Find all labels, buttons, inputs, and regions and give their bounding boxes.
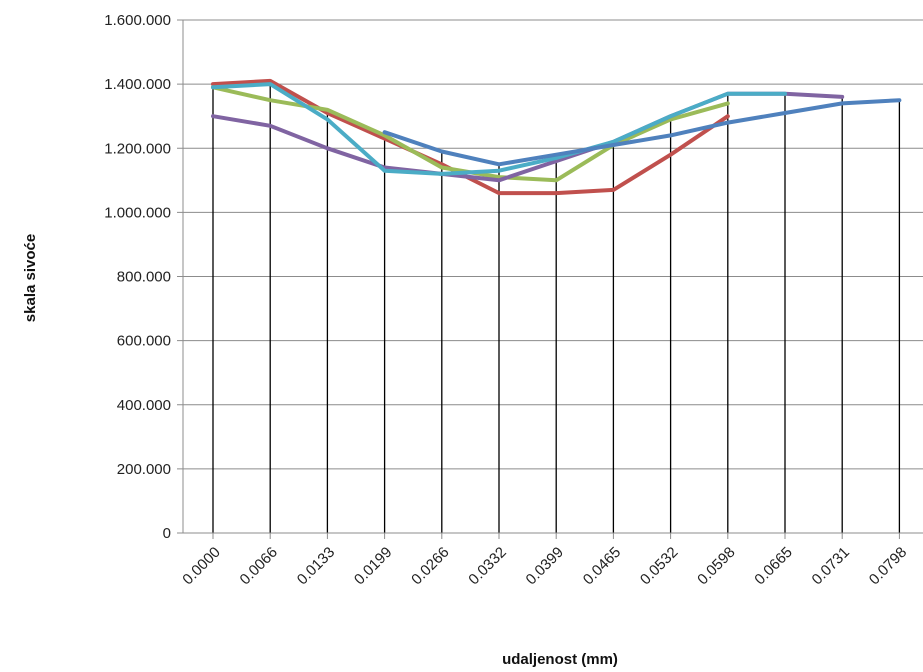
y-tick-label: 0 [163,525,171,542]
x-tick-label: 0.0332 [465,544,509,588]
y-tick-label: 800.000 [117,269,171,286]
x-tick-label: 0.0465 [580,544,624,588]
axes [177,19,923,539]
x-tick-label: 0.0798 [866,544,910,588]
x-tick-label: 0.0731 [809,544,853,588]
y-tick-label: 1.400.000 [104,76,171,93]
x-tick-label: 0.0598 [694,544,738,588]
y-tick-label: 600.000 [117,333,171,350]
y-tick-label: 1.600.000 [104,12,171,29]
x-tick-label: 0.0133 [294,544,338,588]
gridlines [183,19,923,470]
x-tick-label: 0.0066 [237,544,281,588]
x-tick-labels: 0.0000 0.0066 0.0133 0.0199 0.0266 0.0332 0.03… [179,544,910,588]
series-line-4 [211,82,787,176]
series-lines [211,78,902,196]
x-tick-label: 0.0266 [408,544,452,588]
x-axis-title: udaljenost (mm) [502,651,618,668]
y-tick-label: 1.000.000 [104,204,171,221]
y-tick-label: 200.000 [117,461,171,478]
x-tick-label: 0.0199 [351,544,395,588]
x-tick-label: 0.0399 [523,544,567,588]
drop-lines [212,80,901,533]
x-tick-label: 0.0532 [637,544,681,588]
x-tick-label: 0.0000 [179,544,223,588]
series-line-5 [382,98,902,167]
y-tick-label: 400.000 [117,397,171,414]
x-tick-label: 0.0665 [751,544,795,588]
y-axis-title: skala sivoće [22,234,39,322]
y-tick-labels: 0 200.000 400.000 600.000 800.000 1.000.000 1.… [104,12,171,542]
y-tick-label: 1.200.000 [104,140,171,157]
